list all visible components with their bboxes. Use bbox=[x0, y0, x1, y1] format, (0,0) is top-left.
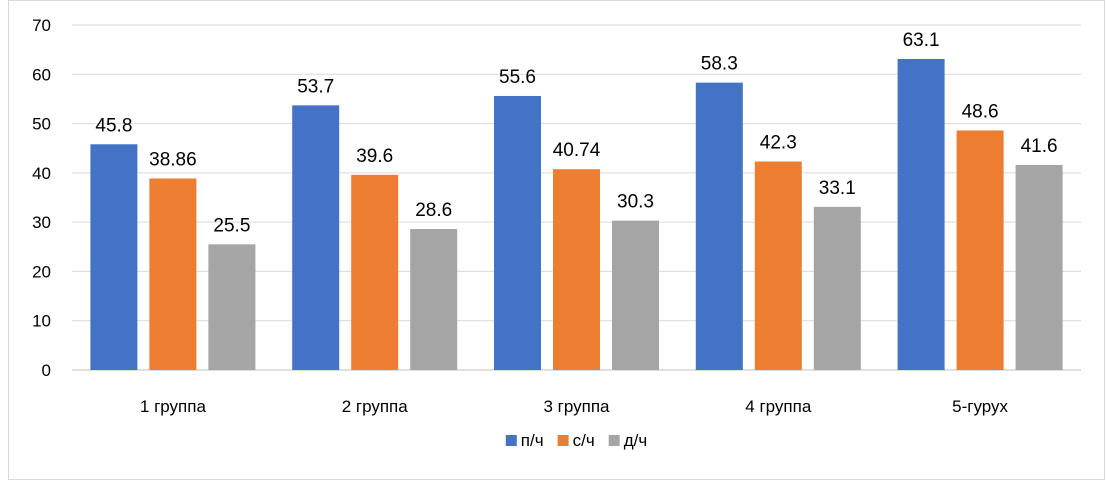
y-tick-label: 60 bbox=[32, 65, 51, 84]
data-label: 38.86 bbox=[149, 149, 197, 170]
data-label: 55.6 bbox=[499, 67, 536, 88]
data-label: 48.6 bbox=[962, 101, 999, 122]
x-axis: 1 группа 2 группа 3 группа 4 группа 5-гурух bbox=[140, 397, 1009, 416]
data-label: 58.3 bbox=[701, 54, 738, 75]
bar-2-2 bbox=[351, 174, 399, 370]
data-label: 42.3 bbox=[760, 133, 797, 154]
data-label: 41.6 bbox=[1021, 136, 1058, 157]
data-label: 25.5 bbox=[213, 215, 250, 236]
legend-label: д/ч bbox=[624, 431, 648, 450]
legend-swatch bbox=[505, 435, 517, 446]
y-tick-label: 50 bbox=[32, 115, 51, 134]
data-label: 53.7 bbox=[297, 76, 334, 97]
bar-3-3 bbox=[612, 220, 659, 370]
y-tick-label: 30 bbox=[32, 213, 51, 232]
data-label: 63.1 bbox=[903, 30, 940, 51]
bar-3-5 bbox=[1015, 164, 1063, 370]
bar-2-3 bbox=[553, 169, 600, 370]
x-tick-label: 5-гурух bbox=[952, 397, 1008, 416]
legend-swatch bbox=[608, 435, 620, 446]
legend-label: п/ч bbox=[521, 431, 544, 450]
data-label: 28.6 bbox=[415, 200, 452, 221]
x-tick-label: 1 группа bbox=[140, 397, 207, 416]
x-tick-label: 2 группа bbox=[342, 397, 409, 416]
legend-swatch bbox=[557, 435, 569, 446]
y-tick-label: 20 bbox=[32, 262, 51, 281]
bar-3-2 bbox=[410, 229, 458, 370]
x-tick-label: 4 группа bbox=[745, 397, 812, 416]
y-tick-label: 70 bbox=[32, 16, 51, 35]
data-label: 40.74 bbox=[553, 140, 601, 161]
bar-3-4 bbox=[813, 206, 861, 370]
y-tick-label: 10 bbox=[32, 312, 51, 331]
bar-2-1 bbox=[149, 178, 197, 370]
bar-1-5 bbox=[897, 59, 945, 370]
bar-2-4 bbox=[754, 161, 802, 370]
data-label: 45.8 bbox=[95, 115, 132, 136]
bar-1-1 bbox=[90, 144, 138, 370]
y-tick-label: 0 bbox=[42, 361, 51, 380]
bar-1-3 bbox=[494, 95, 541, 370]
y-axis: 0 10 20 30 40 50 60 70 bbox=[32, 16, 51, 380]
data-label: 30.3 bbox=[617, 192, 654, 213]
bars bbox=[90, 59, 1063, 371]
bar-1-2 bbox=[292, 105, 340, 370]
legend-label: с/ч bbox=[573, 431, 595, 450]
bar-1-4 bbox=[695, 82, 743, 371]
bar-3-1 bbox=[208, 244, 256, 370]
bar-2-5 bbox=[956, 130, 1004, 370]
data-label: 33.1 bbox=[819, 178, 856, 199]
data-labels: 45.8 38.86 25.5 53.7 39.6 28.6 55.6 40.74 30.3 58… bbox=[95, 30, 1057, 236]
x-tick-label: 3 группа bbox=[543, 397, 610, 416]
y-tick-label: 40 bbox=[32, 164, 51, 183]
legend: п/ч с/ч д/ч bbox=[505, 431, 648, 450]
data-label: 39.6 bbox=[356, 146, 393, 167]
